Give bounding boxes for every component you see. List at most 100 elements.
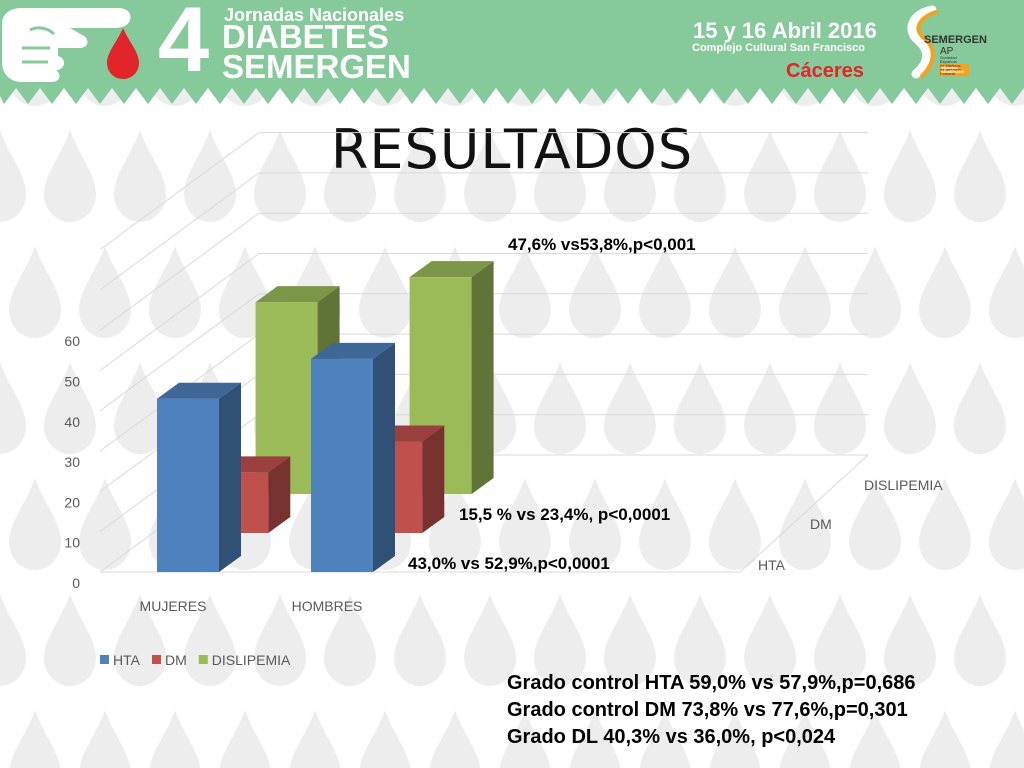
background-drop	[534, 594, 586, 686]
legend-swatch	[151, 655, 161, 664]
background-drop	[429, 710, 481, 768]
y-tick-label: 0	[72, 575, 80, 591]
background-drop	[9, 710, 61, 768]
bar-front	[311, 358, 373, 572]
background-drop	[919, 246, 971, 338]
bar-dislipemia-hombres	[409, 261, 494, 494]
background-drop	[604, 362, 656, 454]
bar-top	[255, 286, 340, 303]
background-drop	[499, 710, 551, 768]
banner-line-1: Jornadas Nacionales	[224, 5, 405, 25]
background-drop	[884, 362, 936, 454]
x-category-label: HOMBRES	[292, 598, 363, 614]
event-dates: 15 y 16 Abril 2016	[693, 18, 877, 43]
background-drop	[254, 594, 306, 686]
background-drop	[674, 594, 726, 686]
background-drop	[674, 130, 726, 222]
depth-axis-label: HTA	[758, 557, 786, 573]
background-drop	[114, 130, 166, 222]
background-drop	[324, 130, 376, 222]
background-drop	[954, 594, 1006, 686]
event-city: Cáceres	[786, 60, 864, 82]
background-drop	[814, 362, 866, 454]
note-dm: Grado control DM 73,8% vs 77,6%,p=0,301	[507, 699, 908, 721]
background-drop	[919, 478, 971, 570]
banner-line-3: SEMERGEN	[222, 48, 411, 85]
background-drop	[779, 710, 831, 768]
legend-swatch	[100, 655, 109, 664]
legend-swatch	[198, 655, 208, 664]
hand-pointing-icon	[2, 8, 131, 82]
background-drop	[149, 710, 201, 768]
background-drop	[79, 246, 131, 338]
background-drop	[884, 594, 936, 686]
background-drop	[464, 130, 516, 222]
side-gridline	[99, 172, 260, 291]
background-drop	[79, 710, 131, 768]
chart-annotation: 47,6% vs53,8%,p<0,001	[508, 235, 696, 254]
background-drop	[394, 130, 446, 222]
background-drop	[44, 362, 96, 454]
background-drop	[569, 710, 621, 768]
bar-front	[157, 398, 219, 572]
background-drop	[744, 362, 796, 454]
legend-label: DISLIPEMIA	[212, 652, 291, 668]
bar-top	[311, 342, 395, 359]
background-drop	[464, 594, 516, 686]
background-drop	[9, 246, 61, 338]
bar-side	[268, 456, 291, 533]
x-category-label: MUJERES	[140, 598, 207, 614]
background-drop	[0, 362, 26, 454]
side-gridline	[99, 293, 260, 412]
note-hta: Grado control HTA 59,0% vs 57,9%,p=0,686	[507, 672, 916, 694]
y-tick-label: 10	[64, 535, 80, 551]
logo-caption: Sociedad Española de Médicos de Atención P…	[940, 55, 961, 76]
background-drop	[604, 130, 656, 222]
legend-label: HTA	[113, 652, 141, 668]
bar-side	[219, 382, 241, 572]
background-drop	[849, 478, 901, 570]
background-drop	[254, 130, 306, 222]
blood-drop-icon	[107, 28, 139, 79]
chart-bars	[157, 261, 494, 572]
y-tick-label: 20	[64, 494, 80, 510]
logo-sub: AP	[940, 46, 954, 57]
logo-badge: Diabetes SEMERGEN	[941, 65, 964, 74]
bar-hta-mujeres	[157, 382, 241, 572]
background-drop	[814, 594, 866, 686]
background-drop	[79, 478, 131, 570]
depth-axis-label: DM	[810, 516, 832, 532]
background-drop	[954, 130, 1006, 222]
background-drop	[0, 130, 26, 222]
event-banner	[0, 0, 1024, 104]
background-drop	[639, 246, 691, 338]
background-drop	[534, 362, 586, 454]
slide-title: RESULTADOS	[330, 118, 694, 181]
background-drop	[149, 246, 201, 338]
background-drop	[954, 362, 1006, 454]
banner-line-2: DIABETES	[222, 18, 389, 55]
background-drop	[219, 710, 271, 768]
floor-right-edge	[739, 454, 869, 573]
edition-number: 4	[158, 0, 210, 91]
background-drop	[324, 594, 376, 686]
background-drop	[44, 594, 96, 686]
background-drop	[499, 478, 551, 570]
bar-top	[409, 261, 494, 278]
background-drop	[989, 246, 1024, 338]
control-notes: Grado control HTA 59,0% vs 57,9%,p=0,686…	[507, 670, 916, 751]
background-drop	[429, 478, 481, 570]
background-drop	[604, 594, 656, 686]
y-tick-label: 60	[64, 333, 80, 349]
background-drop	[779, 246, 831, 338]
chart-annotation: 43,0% vs 52,9%,p<0,0001	[408, 554, 610, 573]
background-drop	[709, 478, 761, 570]
side-gridline	[99, 132, 260, 251]
background-drop	[639, 478, 691, 570]
y-tick-label: 50	[64, 374, 80, 390]
bar-top	[157, 382, 241, 399]
y-tick-label: 40	[64, 414, 80, 430]
background-drop	[814, 130, 866, 222]
bar-hta-hombres	[311, 342, 395, 572]
